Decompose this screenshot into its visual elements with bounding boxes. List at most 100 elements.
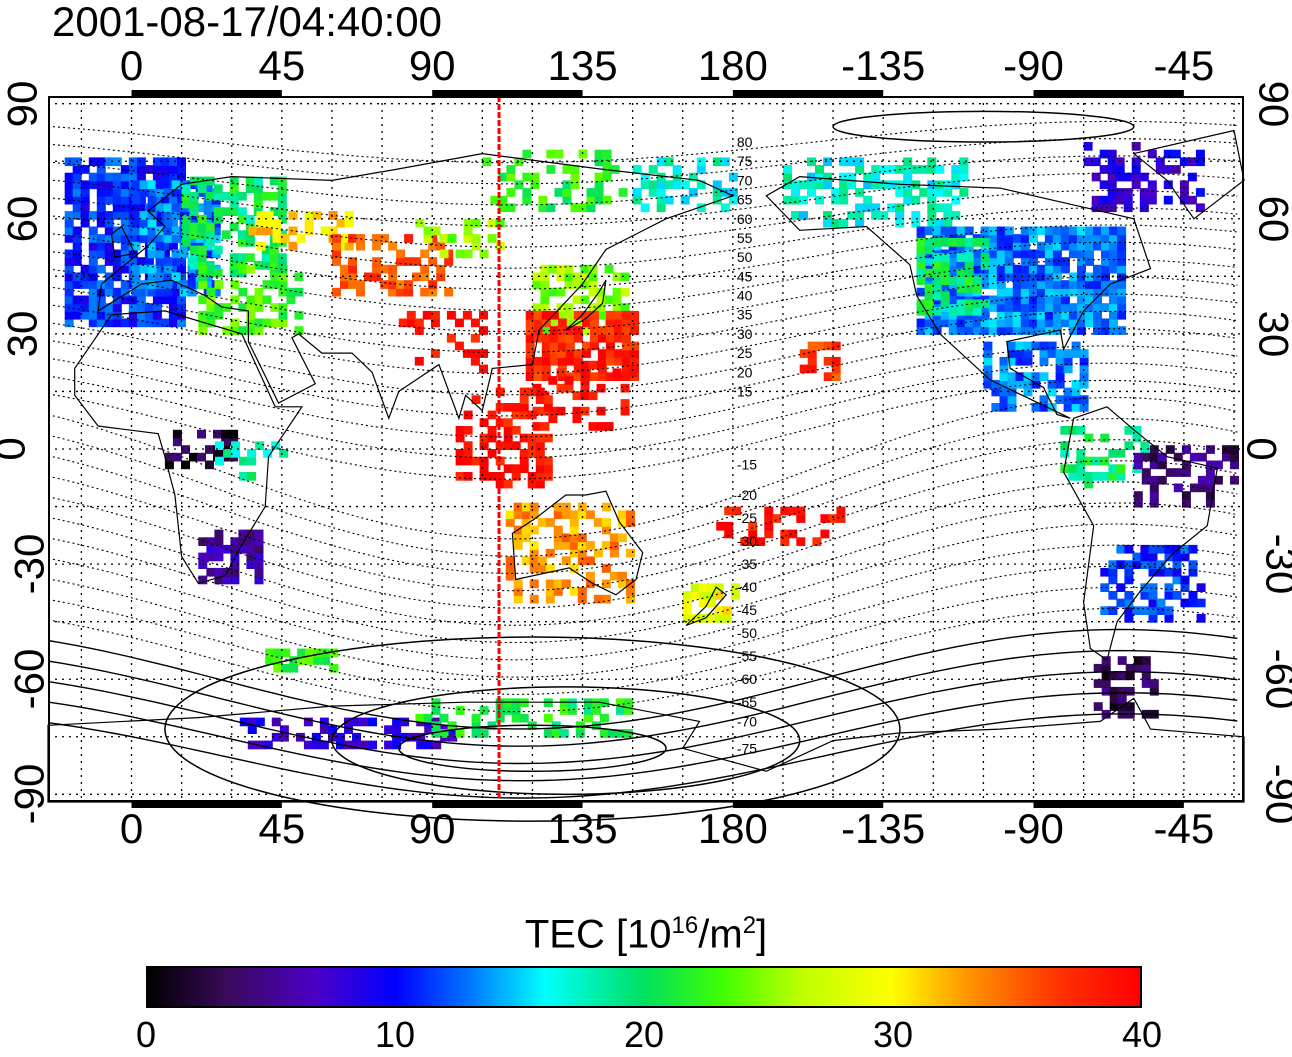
tec-cell	[1141, 452, 1151, 462]
colorbar-tick-label: 20	[623, 1014, 665, 1055]
tec-cell	[271, 732, 281, 742]
tec-cell	[430, 349, 440, 358]
tec-cell	[214, 575, 224, 585]
tec-cell	[964, 268, 974, 278]
tec-cell	[599, 729, 609, 738]
tec-cell	[791, 180, 800, 190]
tec-cell	[1020, 241, 1030, 251]
tec-cell	[1124, 591, 1134, 600]
tec-cell	[601, 518, 611, 527]
tec-cell	[1101, 264, 1110, 274]
tec-cell	[593, 548, 603, 558]
tec-cell	[160, 165, 170, 174]
tec-cell	[561, 579, 571, 589]
tec-cell	[1091, 157, 1101, 167]
tec-cell	[1230, 475, 1239, 485]
tick-bottom-label: 135	[547, 805, 618, 852]
tec-cell	[80, 195, 90, 205]
tec-cell	[189, 230, 199, 239]
tec-cell	[64, 234, 74, 243]
tec-cell	[532, 422, 542, 431]
tec-cell	[436, 264, 446, 274]
contour-line	[47, 671, 1238, 765]
tec-cell	[788, 506, 798, 516]
tec-cell	[879, 165, 889, 174]
tec-cell	[540, 280, 550, 289]
tec-cell	[177, 195, 186, 205]
tec-cell	[863, 180, 873, 190]
tec-cell	[1109, 326, 1118, 335]
tec-cell	[112, 318, 122, 328]
tec-cell	[988, 226, 998, 236]
tec-cell	[246, 264, 256, 274]
tec-cell	[1230, 452, 1239, 462]
tec-cell	[1036, 280, 1046, 289]
tec-cell	[895, 218, 905, 228]
tec-cell	[1115, 165, 1125, 174]
tec-cell	[911, 218, 921, 228]
contour-label: 15	[737, 383, 753, 399]
tec-cell	[1007, 403, 1017, 412]
tec-cell	[525, 326, 535, 335]
tec-cell	[1164, 567, 1174, 577]
tec-cell	[372, 234, 382, 243]
tec-cell	[312, 211, 322, 220]
tec-cell	[1052, 310, 1062, 320]
tec-cell	[748, 521, 758, 531]
tec-cell	[1047, 349, 1057, 358]
tec-cell	[1012, 318, 1022, 328]
tec-cell	[319, 717, 329, 727]
tec-cell	[420, 264, 430, 274]
tec-cell	[1230, 460, 1239, 470]
tec-cell	[580, 264, 590, 274]
tec-cell	[189, 222, 199, 232]
tec-cell	[586, 195, 596, 205]
tec-cell	[943, 218, 953, 228]
tec-cell	[988, 249, 998, 259]
tec-cell	[1107, 165, 1117, 174]
tec-cell	[903, 165, 913, 174]
tec-cell	[807, 341, 817, 351]
tec-cell	[996, 310, 1006, 320]
tec-cell	[439, 249, 449, 259]
tec-cell	[1148, 560, 1158, 569]
tec-cell	[147, 280, 157, 289]
tec-cell	[575, 729, 585, 738]
tec-cell	[197, 429, 206, 439]
tec-cell	[131, 287, 141, 297]
tec-cell	[171, 180, 181, 190]
tec-cell	[463, 226, 473, 236]
tec-cell	[254, 544, 264, 554]
tec-cell	[1115, 172, 1125, 182]
tec-cell	[112, 264, 122, 274]
tec-cell	[959, 172, 969, 182]
tec-cell	[537, 518, 547, 527]
tec-cell	[1028, 326, 1038, 335]
tec-cell	[215, 441, 224, 450]
tec-cell	[580, 368, 590, 378]
tec-cell	[479, 418, 489, 427]
tec-cell	[229, 253, 239, 262]
tec-cell	[128, 310, 138, 320]
tec-cell	[296, 234, 306, 243]
tec-cell	[999, 403, 1009, 412]
tec-cell	[996, 257, 1006, 266]
tec-cell	[780, 529, 790, 539]
tec-cell	[392, 717, 402, 727]
tec-cell	[197, 245, 207, 255]
tec-cell	[1063, 395, 1073, 404]
tec-cell	[1004, 272, 1014, 282]
tec-cell	[72, 195, 82, 205]
tec-cell	[104, 211, 114, 220]
tec-cell	[964, 307, 974, 316]
tec-cell	[1132, 606, 1142, 615]
tec-cell	[462, 310, 472, 320]
tec-cell	[956, 268, 966, 278]
tec-cell	[656, 180, 666, 190]
tec-cell	[1012, 326, 1022, 335]
tec-cell	[1109, 686, 1119, 696]
tec-cell	[336, 218, 346, 228]
tec-cell	[1093, 241, 1102, 251]
tec-cell	[951, 172, 961, 182]
tec-cell	[277, 199, 287, 209]
